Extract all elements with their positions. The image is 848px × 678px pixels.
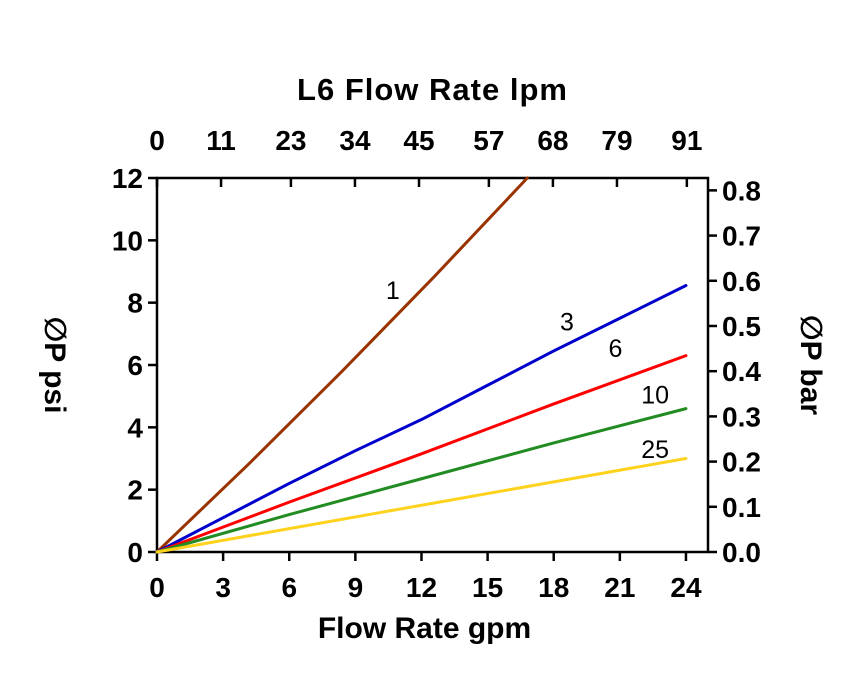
top-tick-label: 57 xyxy=(473,125,504,156)
series-line-10 xyxy=(155,407,688,554)
top-tick-label: 11 xyxy=(206,125,236,156)
right-tick-label: 0.3 xyxy=(722,401,761,432)
right-tick-label: 0.7 xyxy=(722,221,761,252)
top-tick-label: 23 xyxy=(275,125,306,156)
left-tick-label: 6 xyxy=(127,350,143,381)
right-tick-label: 0.0 xyxy=(722,537,761,568)
bottom-axis-title: Flow Rate gpm xyxy=(318,612,531,645)
top-tick-label: 91 xyxy=(671,125,702,156)
left-tick-label: 8 xyxy=(127,288,143,319)
bottom-tick-label: 21 xyxy=(604,572,635,603)
left-axis-title: ∅P psi xyxy=(38,317,71,414)
top-tick-label: 34 xyxy=(339,125,371,156)
right-tick-label: 0.6 xyxy=(722,266,761,297)
top-tick-label: 68 xyxy=(537,125,568,156)
top-tick-label: 79 xyxy=(601,125,632,156)
bottom-tick-label: 15 xyxy=(472,572,503,603)
top-axis-title: L6 Flow Rate lpm xyxy=(297,72,568,107)
bottom-tick-label: 18 xyxy=(538,572,569,603)
right-tick-label: 0.5 xyxy=(722,311,761,342)
bottom-tick-label: 12 xyxy=(406,572,437,603)
right-axis-title: ∅P bar xyxy=(794,315,827,416)
right-axis: 0.0 0.1 0.2 0.3 0.4 0.5 0.6 0.7 0.8 xyxy=(708,175,761,568)
left-tick-label: 0 xyxy=(127,537,143,568)
bottom-axis: 0 3 6 9 12 15 18 21 24 xyxy=(149,552,702,603)
top-tick-label: 0 xyxy=(149,125,165,156)
left-tick-label: 4 xyxy=(127,412,143,443)
bottom-tick-label: 3 xyxy=(215,572,231,603)
series-label-1: 1 xyxy=(386,277,400,305)
series-label-6: 6 xyxy=(608,335,622,363)
left-tick-label: 2 xyxy=(127,475,143,506)
right-tick-label: 0.4 xyxy=(722,356,761,387)
bottom-tick-label: 24 xyxy=(670,572,702,603)
series-label-3: 3 xyxy=(560,308,574,336)
left-tick-label: 12 xyxy=(112,163,143,194)
series-group: 1 3 6 10 25 xyxy=(155,176,688,554)
series-label-10: 10 xyxy=(641,382,669,410)
series-line-25 xyxy=(155,457,688,554)
bottom-tick-label: 6 xyxy=(281,572,297,603)
right-tick-label: 0.2 xyxy=(722,447,761,478)
left-tick-label: 10 xyxy=(112,225,143,256)
series-line-6 xyxy=(155,354,688,554)
right-tick-label: 0.1 xyxy=(722,492,761,523)
bottom-tick-label: 9 xyxy=(348,572,364,603)
top-axis: 0 11 23 34 45 57 68 79 91 xyxy=(149,125,702,187)
series-label-25: 25 xyxy=(641,436,669,464)
left-axis: 0 2 4 6 8 10 12 xyxy=(112,163,157,568)
series-line-3 xyxy=(155,284,688,554)
bottom-tick-label: 0 xyxy=(149,572,165,603)
top-tick-label: 45 xyxy=(403,125,434,156)
right-tick-label: 0.8 xyxy=(722,175,761,206)
series-line-1 xyxy=(155,176,529,554)
